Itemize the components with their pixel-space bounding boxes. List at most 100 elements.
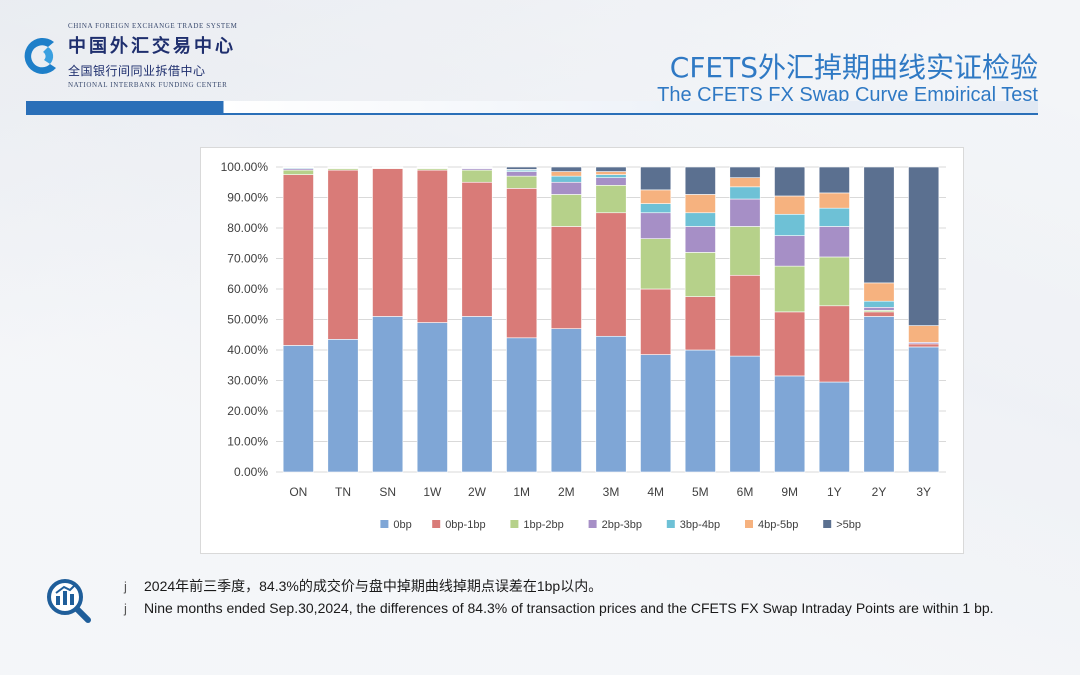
bar-segment (729, 166, 761, 178)
bar-segment (595, 212, 627, 337)
bar-segment (640, 203, 672, 214)
bar-stack (282, 166, 314, 473)
x-tick-label: 3M (603, 485, 620, 499)
bar-segment (595, 166, 627, 172)
stacked-bar-chart: 0.00% 10.00% 20.00% 30.00% 40.00% 50.00% 60.00… (221, 160, 946, 531)
bar-segment (640, 212, 672, 239)
bar-segment (908, 346, 940, 473)
bar-segment (774, 166, 806, 197)
x-tick-label: 1M (513, 485, 530, 499)
x-tick-label: SN (379, 485, 396, 499)
y-tick-label: 80.00% (227, 221, 268, 235)
bar-segment (684, 252, 716, 297)
bar-segment (506, 171, 538, 177)
y-tick-label: 100.00% (221, 160, 269, 174)
chart-panel: 0.00% 10.00% 20.00% 30.00% 40.00% 50.00% 60.00… (200, 147, 964, 554)
bar-segment (595, 335, 627, 473)
legend-item: 2bp-3bp (588, 519, 642, 531)
bar-segment (684, 194, 716, 214)
note-bullet-1: j (124, 579, 127, 594)
bar-segment (818, 305, 850, 383)
bar-segment (282, 169, 314, 175)
bar-segment (863, 316, 895, 473)
legend-label: 4bp-5bp (758, 519, 798, 531)
bar-segment (550, 328, 582, 473)
bar-segment (461, 316, 493, 473)
bar-segment (774, 375, 806, 473)
bar-segment (595, 171, 627, 175)
bar-segment (818, 166, 850, 194)
logo-english-bottom: NATIONAL INTERBANK FUNDING CENTER (68, 81, 228, 89)
header: CHINA FOREIGN EXCHANGE TRADE SYSTEM 中国外汇… (0, 0, 1080, 120)
cfets-logo: CHINA FOREIGN EXCHANGE TRADE SYSTEM 中国外汇… (22, 22, 237, 94)
bar-stack (550, 166, 582, 473)
bar-segment (863, 307, 895, 311)
bar-segment (550, 166, 582, 172)
bar-stack (416, 166, 448, 473)
bar-segment (774, 195, 806, 215)
legend-item: 1bp-2bp (510, 519, 564, 531)
page-title-english: The CFETS FX Swap Curve Empirical Test (657, 84, 1038, 106)
x-tick-label: 1W (423, 485, 442, 499)
y-tick-label: 20.00% (227, 404, 268, 418)
x-tick-label: 5M (692, 485, 709, 499)
bar-segment (461, 166, 493, 168)
x-tick-label: TN (335, 485, 351, 499)
bar-segment (282, 345, 314, 473)
legend-swatch (745, 520, 753, 528)
bar-segment (684, 349, 716, 473)
x-tick-label: 9M (781, 485, 798, 499)
legend-label: 1bp-2bp (523, 519, 563, 531)
x-axis-ticks: ON TN SN 1W 2W 1M 2M 3M 4M 5M 6M 9M 1Y 2Y 3Y (289, 485, 931, 499)
bar-segment (595, 184, 627, 214)
bar-segment (774, 213, 806, 236)
bar-segment (506, 175, 538, 189)
bar-stack (818, 166, 850, 473)
header-bar (26, 101, 1038, 115)
bar-stack (684, 166, 716, 473)
legend-label: >5bp (836, 519, 861, 531)
bar-segment (818, 192, 850, 209)
x-tick-label: 6M (737, 485, 754, 499)
bar-segment (550, 175, 582, 183)
bar-segment (684, 212, 716, 227)
legend-swatch (588, 520, 597, 528)
x-tick-label: 3Y (916, 485, 931, 499)
chart-legend: 0bp 0bp-1bp 1bp-2bp 2bp-3bp 3bp-4bp 4bp-5bp >5… (380, 519, 861, 531)
bar-segment (863, 282, 895, 302)
note-bullet-2: j (124, 601, 127, 616)
bar-segment (774, 235, 806, 267)
y-tick-label: 10.00% (227, 435, 268, 449)
bar-stack (774, 166, 806, 473)
legend-item: 3bp-4bp (666, 519, 720, 531)
logo-chinese-sub: 全国银行间同业拆借中心 (68, 64, 206, 78)
bar-segment (640, 238, 672, 290)
y-tick-label: 90.00% (227, 191, 268, 205)
x-tick-label: 4M (647, 485, 664, 499)
bar-segment (416, 169, 448, 323)
bar-segment (640, 354, 672, 473)
bar-segment (729, 355, 761, 473)
cfets-logo-mark-icon (24, 37, 56, 74)
bar-segment (550, 226, 582, 329)
legend-item: 4bp-5bp (745, 519, 798, 531)
bar-segment (729, 177, 761, 188)
bar-stack (640, 166, 672, 473)
bar-segment (506, 188, 538, 339)
bar-stack (595, 166, 627, 473)
bar-segment (684, 296, 716, 351)
legend-swatch (380, 520, 389, 528)
bar-stack (327, 166, 359, 473)
bar-segment (684, 226, 716, 253)
bar-segment (550, 181, 582, 195)
note-text-chinese: 2024年前三季度，84.3%的成交价与盘中掉期曲线掉期点误差在1bp以内。 (144, 578, 603, 594)
bar-segment (863, 166, 895, 284)
x-tick-label: ON (289, 485, 307, 499)
bar-stack (863, 166, 895, 473)
header-divider (223, 113, 1038, 115)
notes-section: j 2024年前三季度，84.3%的成交价与盘中掉期曲线掉期点误差在1bp以内。… (44, 572, 1080, 672)
bar-segment (729, 198, 761, 227)
y-tick-label: 60.00% (227, 282, 268, 296)
bar-segment (774, 265, 806, 313)
note-text-english: Nine months ended Sep.30,2024, the diffe… (144, 600, 994, 616)
